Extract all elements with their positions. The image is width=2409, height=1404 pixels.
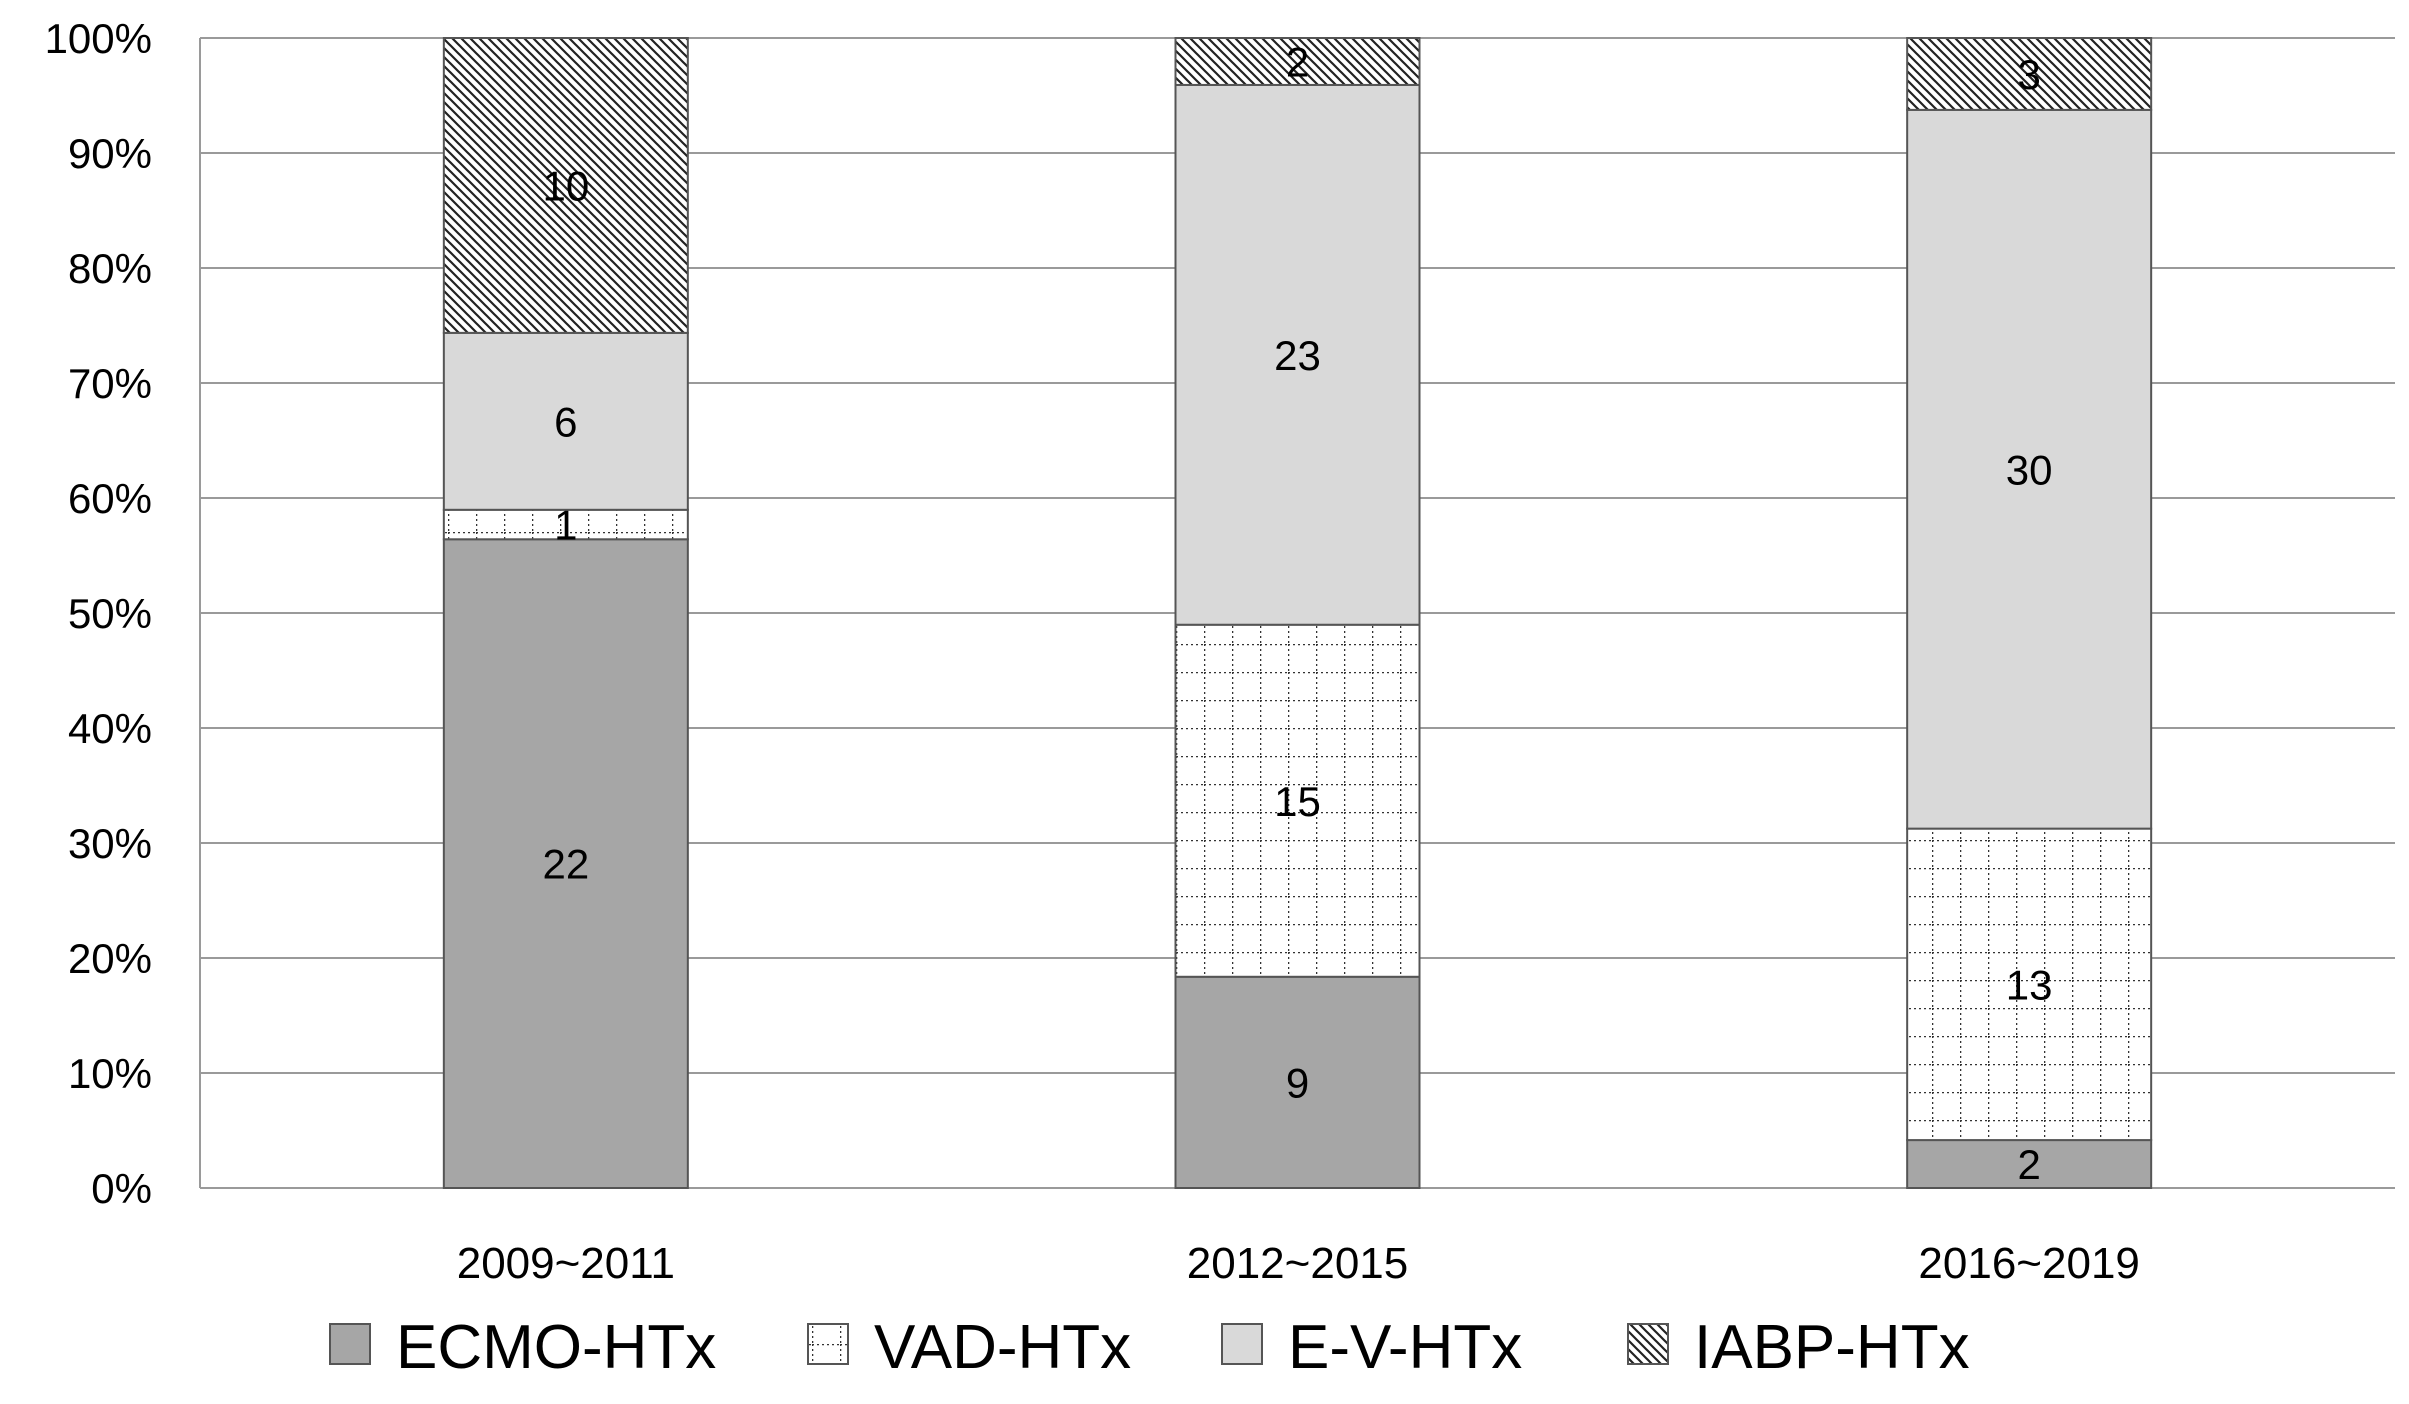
data-label: 6 xyxy=(554,398,577,445)
legend: ECMO-HTx VAD-HTx E-V-HTx IABP-HTx xyxy=(329,1313,1970,1382)
data-label: 23 xyxy=(1274,332,1321,379)
data-label: 22 xyxy=(542,841,589,888)
bars xyxy=(442,37,2153,1190)
data-label: 10 xyxy=(542,162,589,209)
y-tick-label: 90% xyxy=(68,130,152,177)
y-tick-label: 10% xyxy=(68,1050,152,1097)
legend-swatch xyxy=(807,1323,849,1365)
bar-segment xyxy=(1906,108,2153,830)
y-tick-label: 100% xyxy=(45,15,152,62)
legend-swatch xyxy=(1627,1323,1669,1365)
legend-label: E-V-HTx xyxy=(1288,1313,1522,1382)
y-tick-label: 50% xyxy=(68,590,152,637)
data-label: 3 xyxy=(2017,51,2040,98)
bar-segment xyxy=(1174,623,1421,978)
bar-segment xyxy=(1174,83,1421,626)
y-tick-label: 40% xyxy=(68,705,152,752)
y-tick-label: 30% xyxy=(68,820,152,867)
data-label: 9 xyxy=(1286,1059,1309,1106)
y-tick-label: 0% xyxy=(91,1165,152,1212)
y-axis: 0% 10% 20% 30% 40% 50% 60% 70% 80% 90% 100% xyxy=(45,15,201,1212)
data-label: 2 xyxy=(1286,38,1309,85)
legend-label: IABP-HTx xyxy=(1694,1313,1970,1382)
y-tick-label: 70% xyxy=(68,360,152,407)
y-tick-label: 80% xyxy=(68,245,152,292)
bar-segment xyxy=(442,37,689,334)
data-label: 2 xyxy=(2017,1141,2040,1188)
data-label: 30 xyxy=(2006,446,2053,493)
data-label: 1 xyxy=(554,502,577,549)
legend-label: ECMO-HTx xyxy=(396,1313,716,1382)
x-tick-label: 2012~2015 xyxy=(1187,1239,1408,1288)
data-label: 13 xyxy=(2006,961,2053,1008)
bar-segment xyxy=(1906,37,2153,111)
legend-swatch xyxy=(329,1323,371,1365)
bar-segment xyxy=(442,538,689,1189)
y-tick-label: 60% xyxy=(68,475,152,522)
bar-segment xyxy=(1906,827,2153,1142)
x-axis: 2009~2011 2012~2015 2016~2019 xyxy=(457,1239,2140,1288)
y-tick-label: 20% xyxy=(68,935,152,982)
bar-segment xyxy=(1174,975,1421,1189)
legend-swatch xyxy=(1221,1323,1263,1365)
bar-segment xyxy=(1174,37,1421,86)
x-tick-label: 2009~2011 xyxy=(457,1239,675,1288)
x-tick-label: 2016~2019 xyxy=(1918,1239,2139,1288)
data-label: 15 xyxy=(1274,778,1321,825)
legend-label: VAD-HTx xyxy=(874,1313,1131,1382)
